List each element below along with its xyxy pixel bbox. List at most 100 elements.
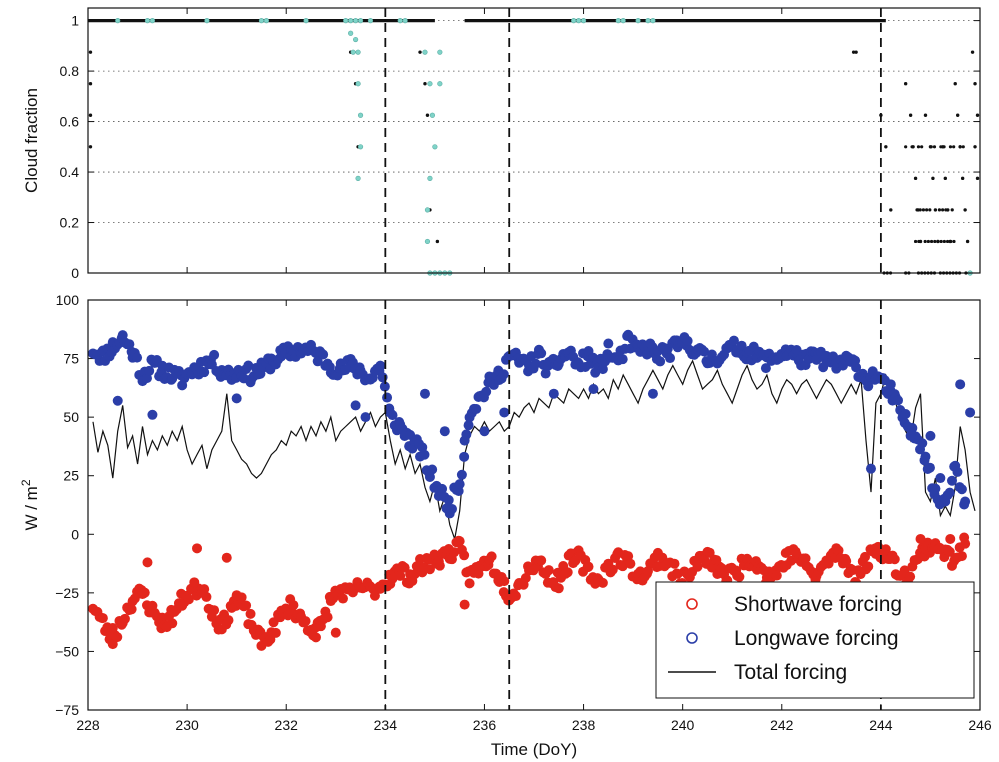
longwave-forcing-point — [956, 484, 967, 495]
cloud-fraction-cyan-point — [575, 18, 582, 24]
cloud-y-tick-label: 0 — [71, 265, 79, 281]
forcing-legend: Shortwave forcing Longwave forcing Total f… — [655, 581, 975, 699]
cloud-fraction-cyan-point — [355, 81, 361, 87]
shortwave-forcing-point — [543, 565, 554, 576]
longwave-forcing-point — [803, 354, 814, 365]
shortwave-forcing-point — [669, 558, 680, 569]
shortwave-forcing-point — [771, 570, 782, 581]
longwave-forcing-point — [481, 386, 492, 397]
shortwave-forcing-point — [562, 567, 573, 578]
longwave-forcing-point — [387, 410, 398, 421]
shortwave-forcing-point — [201, 591, 212, 602]
cloud-fraction-point — [936, 239, 940, 244]
longwave-forcing-point — [419, 449, 430, 460]
shortwave-forcing-point — [597, 577, 608, 588]
shortwave-forcing-point — [310, 632, 321, 643]
longwave-forcing-point — [647, 388, 658, 399]
cloud-fraction-point — [911, 145, 915, 149]
forcing-x-tick-label: 242 — [770, 717, 794, 733]
longwave-forcing-point — [463, 420, 474, 431]
cloud-fraction-point — [973, 82, 977, 86]
cloud-fraction-cyan-point — [635, 18, 641, 24]
forcing-x-tick-label: 232 — [275, 717, 299, 733]
cloud-y-tick-label: 1 — [71, 13, 79, 29]
shortwave-forcing-point — [330, 627, 341, 638]
forcing-panel: 228 230 232 234 236 238 240 242 244 246 −75 −50 −25 0… — [19, 292, 992, 759]
shortwave-forcing-point — [139, 587, 150, 598]
shortwave-forcing-point — [97, 613, 108, 624]
cloud-fraction-cyan-point — [258, 18, 265, 24]
shortwave-forcing-point — [288, 600, 299, 611]
longwave-forcing-point — [471, 403, 482, 414]
longwave-forcing-point — [851, 362, 862, 373]
cloud-fraction-cyan-point — [424, 207, 431, 213]
cloud-fraction-point — [941, 145, 945, 149]
cloud-fraction-cyan-point — [645, 18, 651, 24]
longwave-forcing-point — [382, 392, 393, 403]
longwave-forcing-point — [892, 395, 903, 406]
cloud-fraction-point — [931, 176, 935, 181]
cloud-fraction-cyan-point — [427, 175, 433, 181]
cloud-fraction-cyan-point — [115, 18, 121, 24]
longwave-forcing-point — [617, 354, 628, 365]
cloud-fraction-cyan-point — [353, 36, 359, 43]
shortwave-forcing-point — [395, 570, 406, 581]
shortwave-forcing-point — [337, 593, 348, 604]
cloud-fraction-point — [939, 239, 943, 244]
shortwave-forcing-point — [199, 584, 210, 595]
forcing-x-tick-label: 230 — [175, 717, 199, 733]
cloud-fraction-cyan-point — [571, 18, 577, 24]
cloud-fraction-point — [970, 50, 975, 54]
cloud-fraction-cyan-point — [615, 18, 621, 24]
cloud-fraction-cyan-point — [397, 18, 403, 24]
cloud-fraction-point — [913, 176, 918, 181]
cloud-fraction-point — [903, 82, 908, 86]
shortwave-forcing-point — [112, 632, 123, 643]
longwave-forcing-point — [885, 379, 896, 390]
longwave-forcing-point — [459, 435, 470, 446]
cloud-fraction-cyan-point — [429, 112, 436, 118]
cloud-fraction-point — [88, 50, 93, 54]
cloud-fraction-point — [943, 176, 948, 181]
longwave-forcing-point — [900, 409, 911, 420]
cloud-fraction-point — [941, 208, 945, 212]
longwave-forcing-point — [760, 363, 771, 374]
cloud-fraction-cyan-point — [357, 112, 364, 118]
longwave-forcing-point — [499, 407, 510, 418]
longwave-forcing-point — [865, 463, 876, 474]
forcing-x-tick-label: 238 — [572, 717, 596, 733]
shortwave-forcing-point — [734, 571, 745, 582]
longwave-forcing-point — [925, 430, 936, 441]
forcing-legend-box — [655, 581, 975, 699]
longwave-forcing-point — [437, 483, 448, 494]
longwave-forcing-point — [124, 339, 135, 350]
longwave-forcing-point — [132, 352, 143, 363]
shortwave-forcing-point — [915, 533, 926, 544]
shortwave-forcing-point — [860, 551, 871, 562]
longwave-forcing-point — [548, 388, 559, 399]
shortwave-forcing-point — [863, 561, 874, 572]
longwave-forcing-point — [930, 483, 941, 494]
cloud-fraction-point — [88, 113, 93, 117]
cloud-fraction-cyan-point — [620, 18, 626, 24]
cloud-fraction-point — [952, 145, 956, 149]
cloud-fraction-point — [946, 208, 950, 212]
cloud-fraction-cyan-point — [422, 49, 428, 55]
cloud-axes-frame — [87, 7, 981, 274]
shortwave-forcing-point — [192, 543, 203, 554]
shortwave-forcing-point — [889, 554, 900, 565]
shortwave-forcing-point — [642, 565, 653, 576]
longwave-forcing-point — [479, 426, 490, 437]
shortwave-forcing-point — [945, 533, 956, 544]
cloud-fraction-point — [965, 239, 970, 244]
cloud-fraction-cyan-point — [424, 238, 431, 245]
forcing-x-tick-label: 236 — [473, 717, 497, 733]
longwave-forcing-point — [588, 384, 599, 395]
cloud-fraction-cyan-point — [437, 81, 443, 87]
longwave-forcing-point — [728, 335, 739, 346]
shortwave-forcing-point — [270, 627, 281, 638]
longwave-forcing-point — [917, 438, 928, 449]
shortwave-forcing-point — [459, 599, 470, 610]
shortwave-forcing-point — [322, 612, 333, 623]
